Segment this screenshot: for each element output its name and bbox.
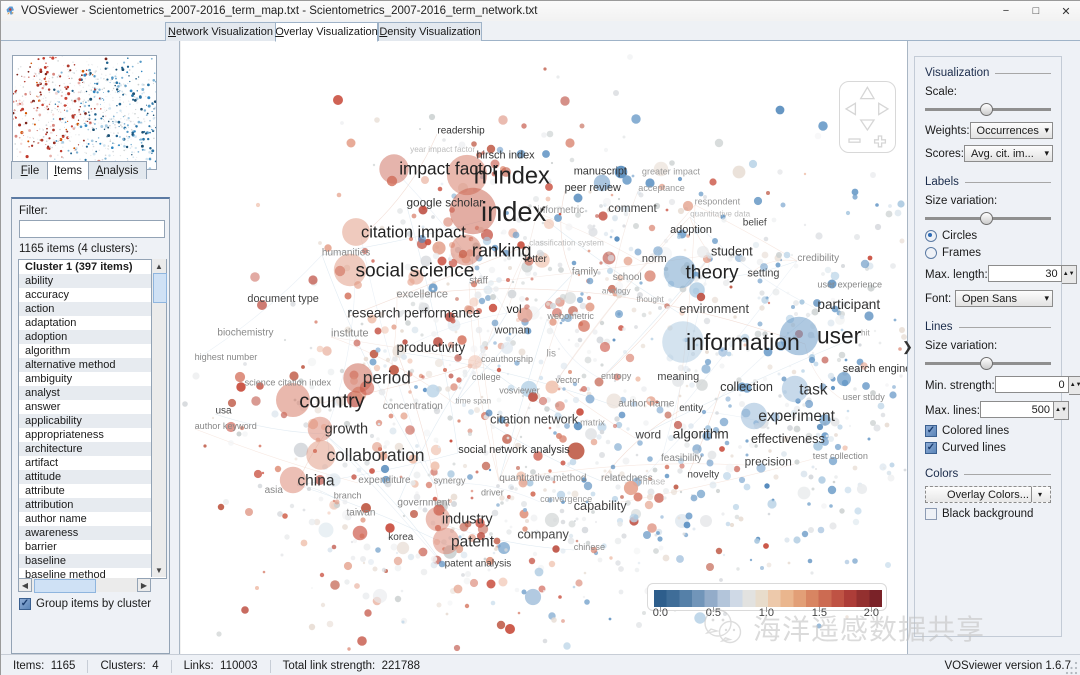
svg-text:science citation index: science citation index <box>245 378 332 388</box>
svg-text:vosviewer: vosviewer <box>499 386 539 396</box>
svg-text:entity: entity <box>679 403 703 414</box>
svg-text:experiment: experiment <box>758 408 835 425</box>
svg-text:analogy: analogy <box>602 287 632 296</box>
svg-text:school: school <box>613 272 642 283</box>
svg-text:korea: korea <box>388 532 413 543</box>
svg-text:thought: thought <box>637 295 665 304</box>
svg-text:college: college <box>472 372 501 382</box>
svg-text:norm: norm <box>642 253 667 265</box>
svg-text:manuscript: manuscript <box>574 166 627 178</box>
svg-text:letter: letter <box>525 254 548 265</box>
svg-text:student: student <box>711 245 753 259</box>
svg-text:humanities: humanities <box>322 248 370 259</box>
svg-text:author keyword: author keyword <box>195 421 257 431</box>
svg-text:document type: document type <box>247 293 318 305</box>
svg-text:author name: author name <box>618 399 675 410</box>
svg-text:productivity: productivity <box>397 340 466 355</box>
svg-text:respondent: respondent <box>695 197 741 207</box>
svg-text:highest number: highest number <box>195 352 258 362</box>
svg-text:year impact factor: year impact factor <box>410 145 475 154</box>
svg-text:industry: industry <box>442 512 494 528</box>
svg-text:adoption: adoption <box>670 224 712 236</box>
svg-text:credibility: credibility <box>797 253 839 264</box>
svg-text:user: user <box>817 323 862 349</box>
svg-text:greater impact: greater impact <box>642 167 701 177</box>
svg-text:citation impact: citation impact <box>361 223 466 241</box>
svg-text:hit: hit <box>861 329 870 338</box>
svg-text:word: word <box>635 427 662 441</box>
svg-text:family: family <box>572 267 598 278</box>
svg-text:staff: staff <box>469 276 488 287</box>
svg-text:country: country <box>299 390 365 412</box>
svg-text:coauthorship: coauthorship <box>481 354 533 364</box>
svg-text:vector: vector <box>556 375 581 385</box>
svg-text:government: government <box>397 498 450 509</box>
svg-text:branch: branch <box>334 490 362 500</box>
svg-text:capability: capability <box>574 499 628 513</box>
svg-text:biochemistry: biochemistry <box>217 328 273 339</box>
svg-text:period: period <box>363 368 411 388</box>
svg-text:feasibility: feasibility <box>661 453 702 464</box>
svg-text:quantitative data: quantitative data <box>690 210 751 219</box>
svg-text:patent analysis: patent analysis <box>445 559 512 570</box>
svg-text:classification system: classification system <box>529 239 604 248</box>
svg-text:user study: user study <box>843 392 885 402</box>
svg-text:belief: belief <box>743 218 767 229</box>
svg-text:asia: asia <box>265 485 284 496</box>
svg-text:h index: h index <box>474 164 550 190</box>
svg-text:lis: lis <box>547 349 556 360</box>
svg-text:driver: driver <box>481 488 504 498</box>
svg-text:social network analysis: social network analysis <box>458 444 570 456</box>
svg-text:novelty: novelty <box>687 469 719 480</box>
svg-text:acceptance: acceptance <box>638 183 685 193</box>
svg-text:meaning: meaning <box>657 371 699 383</box>
svg-text:company: company <box>517 527 569 541</box>
svg-text:chinese: chinese <box>574 542 605 552</box>
svg-text:effectiveness: effectiveness <box>751 432 825 446</box>
svg-text:concentration: concentration <box>383 401 443 412</box>
svg-text:google scholar: google scholar <box>407 196 484 210</box>
svg-text:patent: patent <box>451 534 495 551</box>
svg-text:institute: institute <box>331 328 369 340</box>
svg-text:expenditure: expenditure <box>358 475 411 486</box>
svg-text:theory: theory <box>686 262 740 283</box>
svg-text:user experience: user experience <box>817 279 882 289</box>
svg-text:entropy: entropy <box>601 371 632 381</box>
svg-text:collaboration: collaboration <box>327 445 425 465</box>
svg-text:precision: precision <box>745 455 792 469</box>
svg-text:citation network: citation network <box>490 413 579 427</box>
svg-text:webometric: webometric <box>546 311 594 321</box>
svg-text:setting: setting <box>747 268 779 280</box>
svg-text:algorithm: algorithm <box>673 426 729 441</box>
svg-text:woman: woman <box>494 325 530 337</box>
svg-text:taiwan: taiwan <box>347 508 376 519</box>
svg-text:phrase: phrase <box>637 477 665 487</box>
svg-text:test collection: test collection <box>813 451 868 461</box>
svg-text:search engine: search engine <box>843 363 907 375</box>
svg-text:environment: environment <box>679 302 749 316</box>
svg-text:vol: vol <box>507 302 522 316</box>
svg-text:growth: growth <box>325 422 369 438</box>
svg-text:readership: readership <box>437 126 485 137</box>
svg-text:excellence: excellence <box>397 288 448 300</box>
svg-text:quantitative method: quantitative method <box>499 473 586 484</box>
svg-text:comment: comment <box>608 201 657 215</box>
svg-text:informetric: informetric <box>537 205 584 216</box>
svg-text:information: information <box>686 329 800 355</box>
svg-text:task: task <box>799 382 828 399</box>
svg-text:synergy: synergy <box>434 476 466 486</box>
svg-text:social science: social science <box>356 261 475 282</box>
svg-text:ranking: ranking <box>472 241 532 261</box>
svg-text:research performance: research performance <box>347 305 480 320</box>
svg-text:china: china <box>297 473 334 490</box>
svg-text:participant: participant <box>817 297 880 312</box>
svg-text:peer review: peer review <box>565 182 621 194</box>
svg-text:time span: time span <box>456 397 492 406</box>
svg-text:matrix: matrix <box>580 418 605 428</box>
svg-text:collection: collection <box>720 380 773 394</box>
svg-text:usa: usa <box>216 406 233 417</box>
